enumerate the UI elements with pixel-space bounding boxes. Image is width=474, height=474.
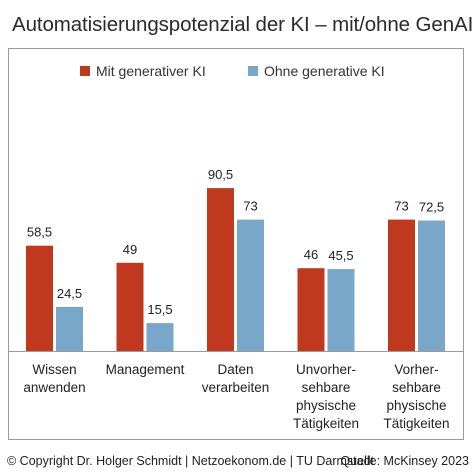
- source-text: Quelle: McKinsey 2023: [340, 454, 469, 468]
- bar-mit-3: [297, 268, 325, 351]
- category-label-0-line-0: Wissen: [32, 362, 76, 377]
- legend-label-mit-genai: Mit generativer KI: [96, 63, 206, 79]
- bar-mit-2: [207, 188, 234, 351]
- data-label-ohne-4: 72,5: [419, 200, 444, 215]
- category-label-2-line-0: Daten: [217, 362, 253, 377]
- legend-swatch-mit-genai: [80, 66, 90, 76]
- data-label-ohne-1: 15,5: [147, 302, 172, 317]
- bar-ohne-1: [146, 323, 174, 351]
- category-label-3-line-2: physische: [296, 398, 356, 413]
- chart-title: Automatisierungspotenzial der KI – mit/o…: [12, 13, 474, 36]
- bar-mit-1: [116, 262, 144, 351]
- data-label-mit-0: 58,5: [27, 225, 52, 240]
- bar-ohne-0: [56, 306, 83, 351]
- bar-ohne-2: [237, 219, 264, 351]
- legend-item-mit-genai: Mit generativer KI: [80, 63, 206, 79]
- bar-ohne-3: [327, 269, 355, 351]
- legend-label-ohne-genai: Ohne generative KI: [264, 63, 385, 79]
- bar-ohne-4: [418, 220, 445, 351]
- data-label-mit-2: 90,5: [208, 167, 233, 182]
- legend-swatch-ohne-genai: [248, 66, 258, 76]
- category-label-0-line-1: anwenden: [23, 380, 85, 395]
- category-label-4-line-2: physische: [386, 398, 446, 413]
- category-label-3-line-0: Unvorher-: [296, 362, 356, 377]
- category-label-3-line-3: Tätigkeiten: [293, 416, 359, 431]
- data-label-ohne-2: 73: [243, 199, 257, 214]
- category-label-2-line-1: verarbeiten: [202, 380, 270, 395]
- bar-mit-0: [26, 245, 53, 351]
- data-label-mit-3: 46: [304, 247, 318, 262]
- copyright-text: © Copyright Dr. Holger Schmidt | Netzoek…: [7, 454, 374, 468]
- category-label-1-line-0: Management: [106, 362, 185, 377]
- data-label-mit-4: 73: [394, 199, 408, 214]
- category-label-4-line-0: Vorher-: [394, 362, 438, 377]
- data-label-ohne-3: 45,5: [328, 248, 353, 263]
- data-label-mit-1: 49: [123, 242, 137, 257]
- footer: © Copyright Dr. Holger Schmidt | Netzoek…: [7, 454, 469, 468]
- bar-mit-4: [388, 219, 415, 351]
- category-label-4-line-3: Tätigkeiten: [383, 416, 449, 431]
- category-label-3-line-1: sehbare: [302, 380, 351, 395]
- data-label-ohne-0: 24,5: [57, 286, 82, 301]
- legend-item-ohne-genai: Ohne generative KI: [248, 63, 385, 79]
- category-label-4-line-1: sehbare: [392, 380, 441, 395]
